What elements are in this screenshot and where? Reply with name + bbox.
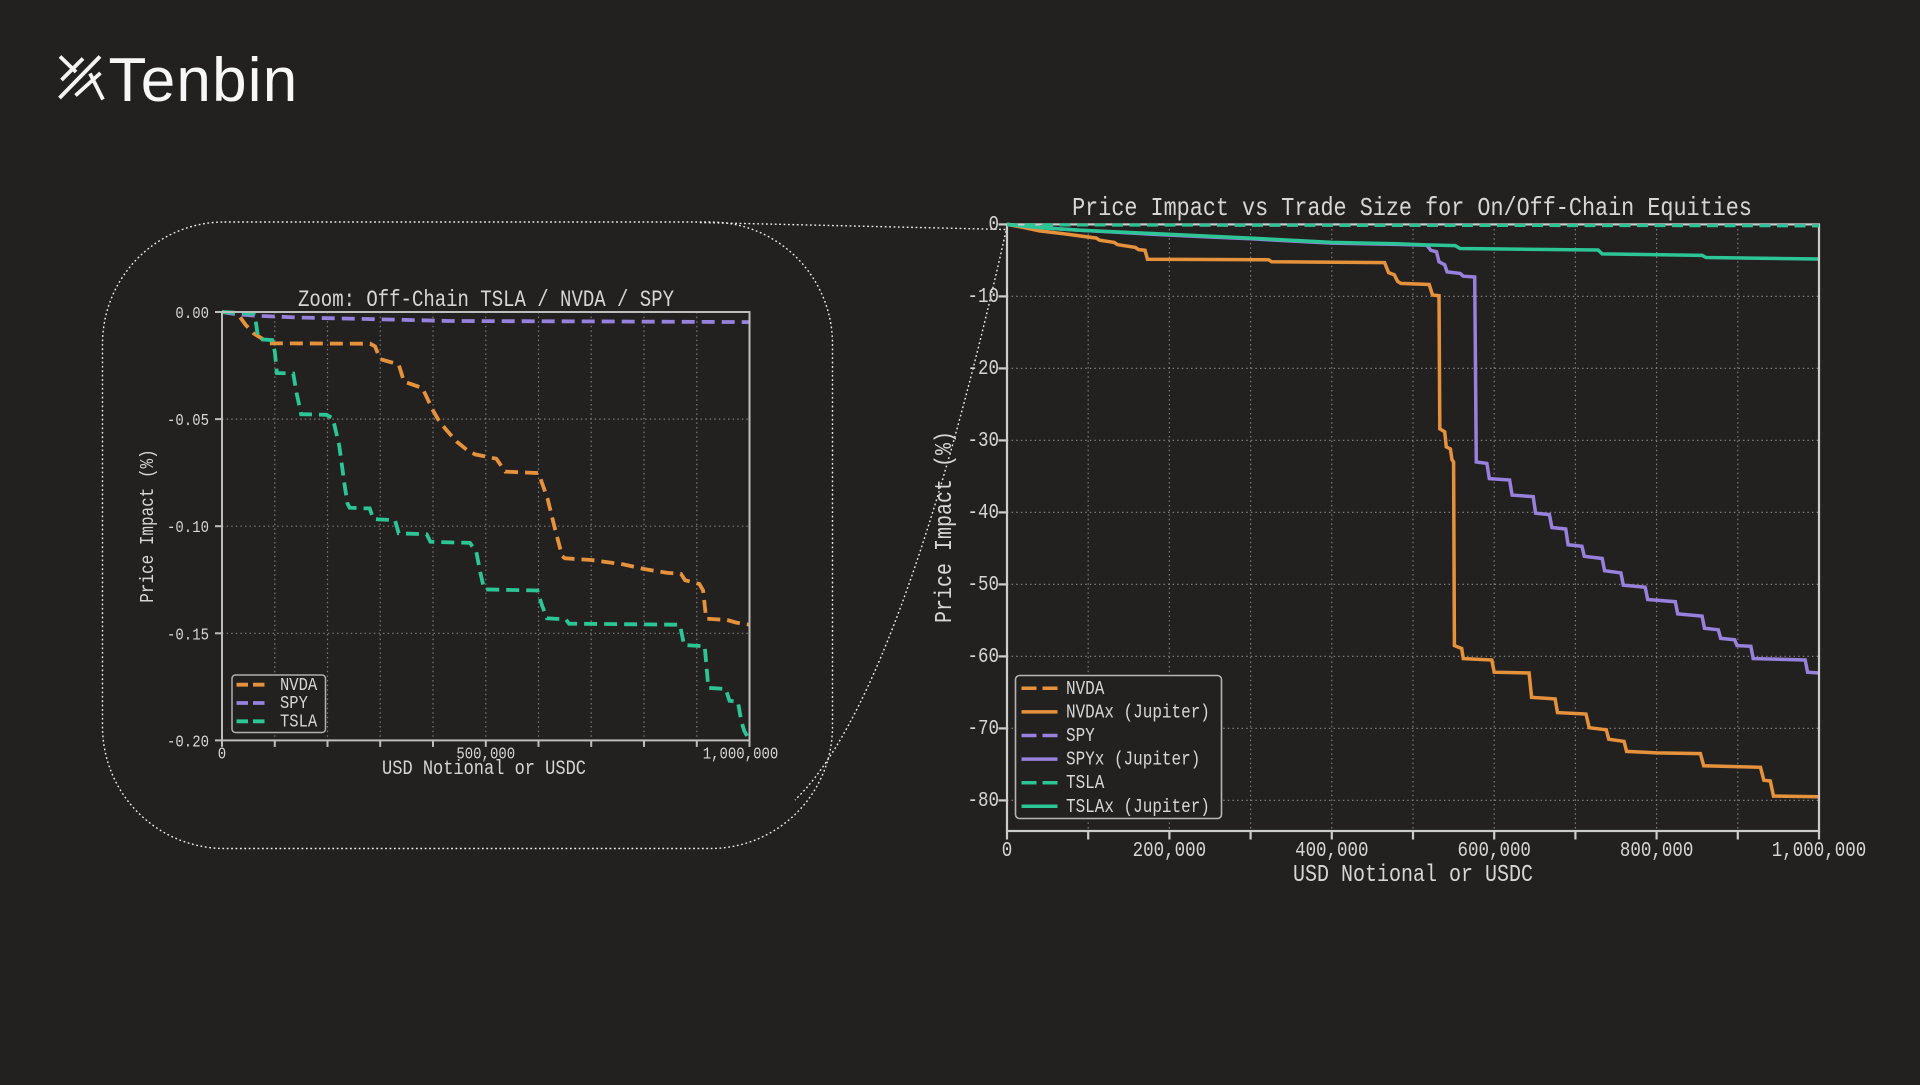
svg-text:-10: -10 (968, 285, 999, 309)
svg-text:NVDAx (Jupiter): NVDAx (Jupiter) (1066, 702, 1210, 724)
svg-text:-0.10: -0.10 (167, 518, 209, 538)
svg-text:0: 0 (218, 744, 226, 764)
svg-text:-50: -50 (968, 573, 999, 597)
svg-text:-0.15: -0.15 (167, 625, 209, 645)
svg-text:-0.20: -0.20 (167, 732, 209, 752)
svg-text:TSLA: TSLA (280, 712, 318, 733)
svg-text:0: 0 (989, 213, 999, 237)
svg-text:500,000: 500,000 (456, 744, 515, 764)
svg-text:SPYx (Jupiter): SPYx (Jupiter) (1066, 749, 1200, 771)
svg-text:-0.05: -0.05 (167, 411, 209, 431)
svg-text:TSLA: TSLA (1066, 773, 1105, 795)
svg-text:800,000: 800,000 (1620, 839, 1693, 863)
svg-text:-30: -30 (968, 429, 999, 453)
svg-text:0.00: 0.00 (175, 304, 209, 324)
svg-text:SPY: SPY (280, 694, 308, 715)
svg-text:-70: -70 (968, 717, 999, 741)
svg-text:TSLAx (Jupiter): TSLAx (Jupiter) (1066, 797, 1210, 819)
svg-text:USD Notional or USDC: USD Notional or USDC (382, 757, 586, 781)
svg-text:Price Impact (%): Price Impact (%) (931, 431, 958, 623)
svg-text:NVDA: NVDA (280, 676, 318, 697)
svg-text:USD Notional or USDC: USD Notional or USDC (1293, 861, 1533, 888)
svg-text:600,000: 600,000 (1457, 839, 1530, 863)
svg-text:200,000: 200,000 (1133, 839, 1206, 863)
svg-text:-20: -20 (968, 357, 999, 381)
svg-text:Price Impact (%): Price Impact (%) (138, 449, 160, 602)
svg-text:SPY: SPY (1066, 726, 1095, 748)
svg-text:-60: -60 (968, 645, 999, 669)
svg-text:Zoom: Off-Chain TSLA / NVDA /: Zoom: Off-Chain TSLA / NVDA / SPY (298, 289, 674, 314)
svg-text:1,000,000: 1,000,000 (703, 744, 779, 764)
svg-text:-40: -40 (968, 501, 999, 525)
svg-text:-80: -80 (968, 789, 999, 813)
svg-text:400,000: 400,000 (1295, 839, 1368, 863)
svg-text:0: 0 (1002, 839, 1012, 863)
svg-text:Tenbin: Tenbin (109, 46, 299, 115)
svg-text:NVDA: NVDA (1066, 679, 1105, 701)
svg-text:1,000,000: 1,000,000 (1772, 839, 1866, 863)
svg-text:Price Impact vs Trade Size for: Price Impact vs Trade Size for On/Off-Ch… (1072, 194, 1752, 223)
